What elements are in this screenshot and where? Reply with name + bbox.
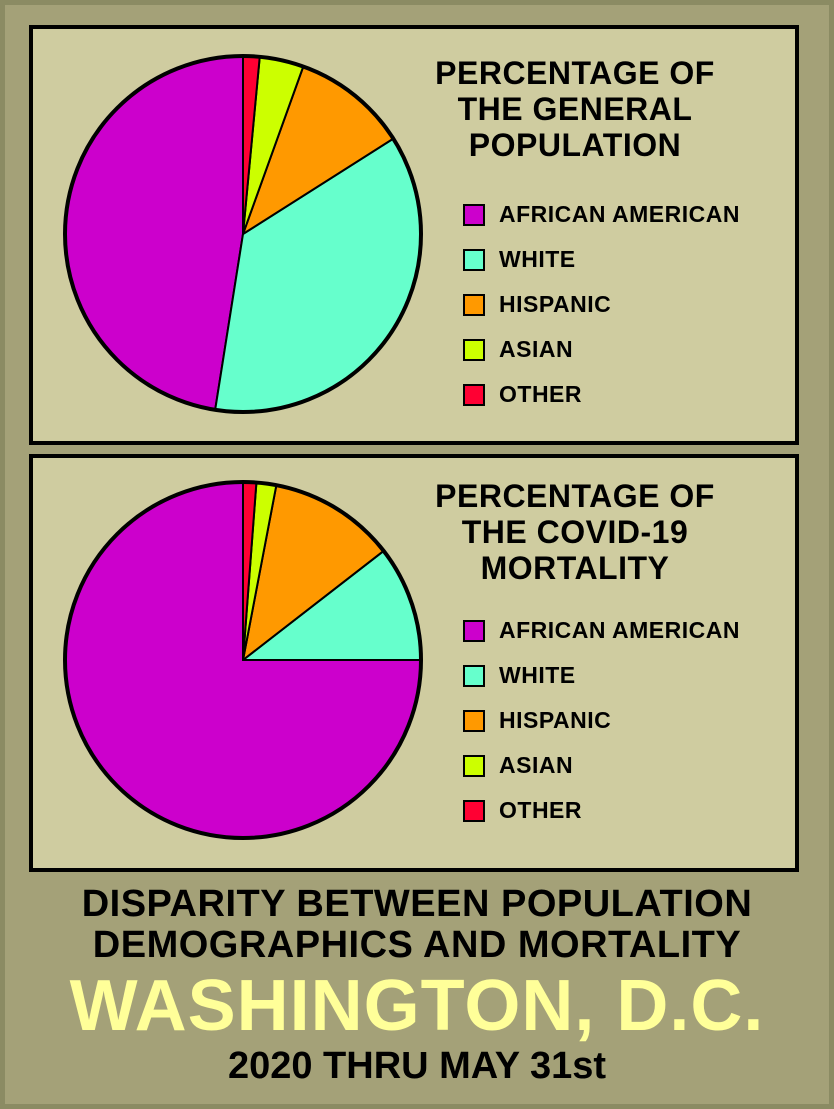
legend-label: WHITE xyxy=(499,246,576,272)
legend-item-hispanic: HISPANIC xyxy=(463,282,740,327)
legend-label: WHITE xyxy=(499,662,576,688)
population-pie xyxy=(63,54,423,414)
legend-item-white: WHITE xyxy=(463,653,740,698)
population-legend: AFRICAN AMERICAN WHITE HISPANIC ASIAN OT… xyxy=(463,192,740,417)
legend-label: ASIAN xyxy=(499,752,574,778)
legend-swatch xyxy=(463,619,485,642)
legend-swatch xyxy=(463,338,485,361)
pie-outline xyxy=(63,480,423,840)
legend-label: HISPANIC xyxy=(499,291,612,317)
pie-slice-african-american xyxy=(64,55,244,411)
legend-item-asian: ASIAN xyxy=(463,743,740,788)
population-chart-panel: PERCENTAGE OF THE GENERAL POPULATION AFR… xyxy=(29,25,799,445)
footer-heading-line-2: DEMOGRAPHICS AND MORTALITY xyxy=(92,924,742,966)
legend-swatch xyxy=(463,383,485,406)
legend-swatch xyxy=(463,203,485,226)
legend-label: OTHER xyxy=(499,797,582,823)
mortality-chart-panel: PERCENTAGE OF THE COVID-19 MORTALITY AFR… xyxy=(29,454,799,872)
legend-item-asian: ASIAN xyxy=(463,327,740,372)
mortality-legend: AFRICAN AMERICAN WHITE HISPANIC ASIAN OT… xyxy=(463,608,740,833)
legend-swatch xyxy=(463,293,485,316)
mortality-title-line-2: THE COVID-19 xyxy=(461,514,689,550)
legend-label: HISPANIC xyxy=(499,707,612,733)
mortality-title-line-3: MORTALITY xyxy=(480,550,670,586)
pie-outline xyxy=(63,54,423,414)
legend-label: AFRICAN AMERICAN xyxy=(499,201,740,227)
legend-swatch xyxy=(463,248,485,271)
legend-item-white: WHITE xyxy=(463,237,740,282)
population-chart-title: PERCENTAGE OF THE GENERAL POPULATION xyxy=(385,55,765,163)
legend-label: OTHER xyxy=(499,381,582,407)
population-title-line-3: POPULATION xyxy=(468,127,682,163)
mortality-pie xyxy=(63,480,423,840)
legend-item-other: OTHER xyxy=(463,788,740,833)
legend-item-hispanic: HISPANIC xyxy=(463,698,740,743)
population-title-line-2: THE GENERAL xyxy=(457,91,693,127)
legend-swatch xyxy=(463,754,485,777)
footer-city-title: WASHINGTON, D.C. xyxy=(69,966,765,1046)
legend-swatch xyxy=(463,799,485,822)
legend-item-african-american: AFRICAN AMERICAN xyxy=(463,608,740,653)
legend-item-african-american: AFRICAN AMERICAN xyxy=(463,192,740,237)
footer-date-range: 2020 THRU MAY 31st xyxy=(227,1045,607,1087)
footer-heading-line-1: DISPARITY BETWEEN POPULATION xyxy=(81,883,753,925)
mortality-title-line-1: PERCENTAGE OF xyxy=(435,478,715,514)
legend-swatch xyxy=(463,709,485,732)
population-title-line-1: PERCENTAGE OF xyxy=(435,55,715,91)
legend-swatch xyxy=(463,664,485,687)
legend-item-other: OTHER xyxy=(463,372,740,417)
legend-label: ASIAN xyxy=(499,336,574,362)
legend-label: AFRICAN AMERICAN xyxy=(499,617,740,643)
mortality-chart-title: PERCENTAGE OF THE COVID-19 MORTALITY xyxy=(385,478,765,586)
